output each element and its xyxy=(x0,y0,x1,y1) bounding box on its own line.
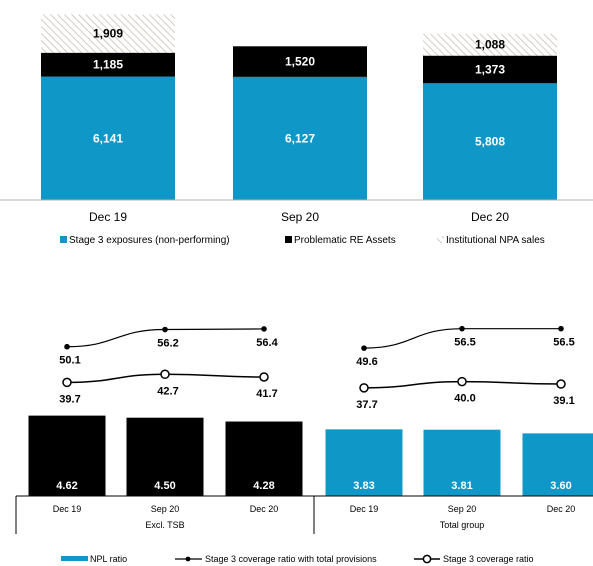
marker-coverage-ratio xyxy=(457,376,467,387)
legend-label-coverage: Stage 3 coverage ratio xyxy=(443,554,534,564)
bottom-npl-chart: 4.62 4.50 4.28 3.83 3.81 3.60 50.1 56.2 56.4 39.… xyxy=(15,325,593,564)
coverage-total-data-label: 56.5 xyxy=(454,337,475,349)
bar-stage3-exposures xyxy=(423,83,557,200)
legend-swatch-re-assets xyxy=(285,236,292,243)
data-label: 1,373 xyxy=(475,62,505,76)
bar-npl-ratio xyxy=(28,415,106,496)
legend-label-stage3: Stage 3 exposures (non-performing) xyxy=(69,235,230,246)
bottom-tick-label: Dec 19 xyxy=(53,504,82,514)
bar-stage3-exposures xyxy=(41,76,175,200)
marker-coverage-total-provisions xyxy=(64,343,70,350)
legend-swatch-npa xyxy=(437,236,444,243)
marker-coverage-ratio xyxy=(160,369,170,380)
legend-label-npa: Institutional NPA sales xyxy=(446,235,545,246)
npl-data-label: 3.60 xyxy=(550,480,571,492)
data-label: 1,185 xyxy=(93,58,123,72)
legend-swatch-stage3 xyxy=(60,236,67,243)
bar-npl-ratio xyxy=(423,429,501,496)
npl-data-label: 3.81 xyxy=(451,480,472,492)
data-label: 1,909 xyxy=(93,27,123,41)
bottom-tick-label: Dec 20 xyxy=(547,504,576,514)
top-legend: Stage 3 exposures (non-performing) Probl… xyxy=(60,235,545,246)
bottom-legend: NPL ratio Stage 3 coverage ratio with to… xyxy=(61,554,534,564)
coverage-data-label: 40.0 xyxy=(454,393,475,405)
marker-coverage-total-provisions xyxy=(459,325,465,332)
bar-institutional-npa-sales xyxy=(423,33,557,56)
coverage-data-label: 39.1 xyxy=(553,395,574,407)
npl-data-label: 4.28 xyxy=(253,480,274,492)
bottom-tick-label: Sep 20 xyxy=(448,504,477,514)
bottom-tick-label: Dec 20 xyxy=(250,504,279,514)
marker-coverage-ratio xyxy=(556,379,566,389)
bottom-tick-label: Dec 19 xyxy=(350,504,379,514)
group-label-excl-tsb: Excl. TSB xyxy=(145,520,184,530)
top-tick-label: Dec 20 xyxy=(471,210,509,224)
bar-problematic-re-assets xyxy=(41,52,175,77)
coverage-data-label: 41.7 xyxy=(256,388,277,400)
bar-stage3-exposures xyxy=(233,76,367,200)
legend-swatch-npl xyxy=(61,556,88,561)
top-bars: 6,141 1,185 1,909 6,127 1,520 5,808 1,373 1,088 xyxy=(41,14,557,200)
group-label-total-group: Total group xyxy=(440,520,485,530)
npl-data-label: 4.62 xyxy=(56,480,77,492)
bottom-bars: 4.62 4.50 4.28 3.83 3.81 3.60 xyxy=(28,415,593,496)
bar-institutional-npa-sales xyxy=(41,14,175,53)
top-tick-label: Sep 20 xyxy=(281,210,319,224)
bottom-lines: 50.1 56.2 56.4 39.7 42.7 41.7 49.6 56.5 56.5 37.7… xyxy=(59,325,575,411)
top-tick-label: Dec 19 xyxy=(89,210,127,224)
npl-data-label: 3.83 xyxy=(353,480,374,492)
npl-data-label: 4.50 xyxy=(154,480,175,492)
coverage-total-data-label: 49.6 xyxy=(356,356,377,368)
bar-npl-ratio xyxy=(225,421,303,496)
marker-coverage-ratio xyxy=(359,383,369,393)
data-label: 6,141 xyxy=(93,131,123,145)
data-label: 1,088 xyxy=(475,38,505,52)
data-label: 6,127 xyxy=(285,131,315,145)
legend-marker-coverage xyxy=(422,554,432,564)
top-stacked-bar-chart: 6,141 1,185 1,909 6,127 1,520 5,808 1,373 1,088… xyxy=(0,14,593,246)
legend-label-npl: NPL ratio xyxy=(90,554,127,564)
legend-label-re-assets: Problematic RE Assets xyxy=(294,235,396,246)
bottom-tick-label: Sep 20 xyxy=(151,504,180,514)
coverage-data-label: 39.7 xyxy=(59,393,80,405)
bar-npl-ratio xyxy=(126,417,204,496)
bar-npl-ratio xyxy=(325,429,403,496)
coverage-data-label: 37.7 xyxy=(356,399,377,411)
marker-coverage-total-provisions xyxy=(162,326,168,333)
marker-coverage-ratio xyxy=(259,372,269,382)
bar-problematic-re-assets xyxy=(423,55,557,84)
legend-marker-coverage-total xyxy=(185,556,191,562)
marker-coverage-ratio xyxy=(62,377,72,388)
marker-coverage-total-provisions xyxy=(261,326,267,332)
data-label: 5,808 xyxy=(475,135,505,149)
coverage-total-data-label: 56.4 xyxy=(256,337,278,349)
legend-label-coverage-total: Stage 3 coverage ratio with total provis… xyxy=(205,554,377,564)
data-label: 1,520 xyxy=(285,55,315,69)
coverage-total-data-label: 50.1 xyxy=(59,355,80,367)
marker-coverage-total-provisions xyxy=(558,325,564,332)
coverage-total-data-label: 56.5 xyxy=(553,337,574,349)
marker-coverage-total-provisions xyxy=(361,345,367,351)
coverage-total-data-label: 56.2 xyxy=(157,338,178,350)
bar-npl-ratio xyxy=(522,433,593,496)
coverage-data-label: 42.7 xyxy=(157,385,178,397)
bar-problematic-re-assets xyxy=(233,46,367,77)
